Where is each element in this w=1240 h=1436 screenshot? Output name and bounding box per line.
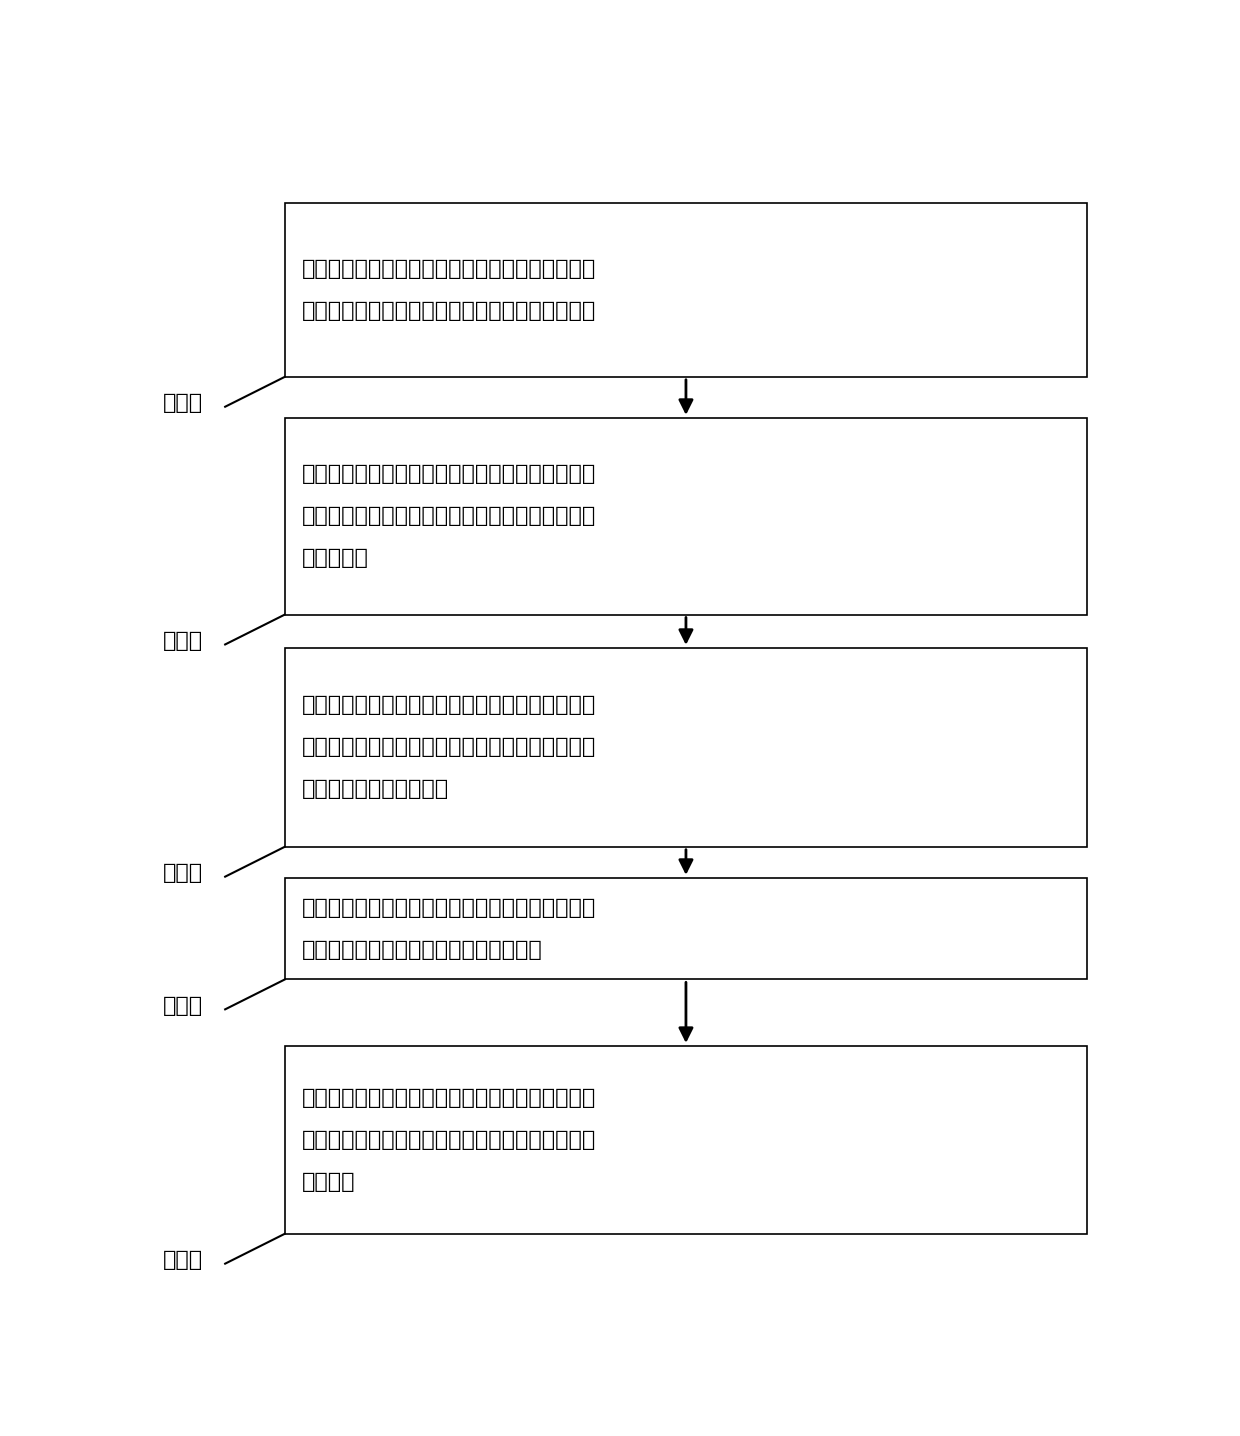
Text: 体可靠度: 体可靠度 [303, 1172, 356, 1192]
Bar [285, 1045, 1087, 1234]
Bar [285, 877, 1087, 979]
Text: 步骤五: 步骤五 [162, 1251, 203, 1271]
Text: 立退化模型，确定不同时间点各个磨损退化分部件: 立退化模型，确定不同时间点各个磨损退化分部件 [303, 507, 596, 526]
Text: 失效模式的竞争失效概率，并计算得到锁机构的整: 失效模式的竞争失效概率，并计算得到锁机构的整 [303, 1130, 596, 1150]
Text: 实现的部件，并在部件中确定所有磨损退化分部件: 实现的部件，并在部件中确定所有磨损退化分部件 [303, 302, 596, 322]
Text: 性与锁机构功能量之间的传递关系，进而得到锁机: 性与锁机构功能量之间的传递关系，进而得到锁机 [303, 737, 596, 757]
Text: 建立所有磨损退化分部件的磨损退化量分布与锁机: 建立所有磨损退化分部件的磨损退化量分布与锁机 [303, 898, 596, 918]
Text: 利用非线性漂移布朗运动对每个磨损退化分部件建: 利用非线性漂移布朗运动对每个磨损退化分部件建 [303, 464, 596, 484]
Text: 步骤一: 步骤一 [162, 393, 203, 414]
Text: 根据联合分布函数分别计算考虑竞争情况下的不同: 根据联合分布函数分别计算考虑竞争情况下的不同 [303, 1088, 596, 1107]
Text: 构功能量的随机分布特性: 构功能量的随机分布特性 [303, 780, 449, 800]
Bar [285, 418, 1087, 615]
Text: 构功能量的随机分布之间的联合分布函数: 构功能量的随机分布之间的联合分布函数 [303, 939, 543, 959]
Text: 步骤三: 步骤三 [162, 863, 203, 883]
Bar [285, 648, 1087, 847]
Bar [285, 204, 1087, 376]
Text: 步骤四: 步骤四 [162, 997, 203, 1017]
Text: 根据飞机锁机构，定义功能量，再确定影响功能量: 根据飞机锁机构，定义功能量，再确定影响功能量 [303, 258, 596, 279]
Text: 步骤二: 步骤二 [162, 632, 203, 651]
Text: 的随机特性: 的随机特性 [303, 549, 370, 569]
Text: 引入代理模型，建立各个磨损退化分部件的随机特: 引入代理模型，建立各个磨损退化分部件的随机特 [303, 695, 596, 715]
